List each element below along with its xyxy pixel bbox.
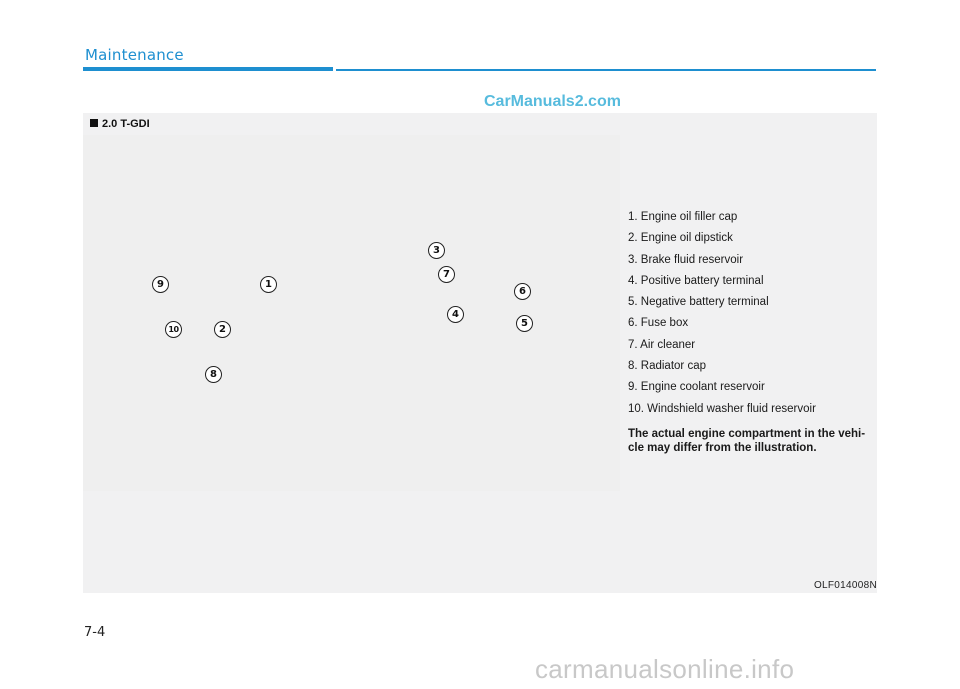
figure-label: 2.0 T-GDI: [90, 118, 150, 130]
legend-item: 5. Negative battery terminal: [628, 296, 769, 309]
bullet-square-icon: [90, 119, 98, 127]
legend-item: 4. Positive battery terminal: [628, 274, 764, 287]
callout-2: 2: [214, 321, 231, 338]
legend-item: 8. Radiator cap: [628, 360, 706, 373]
callout-5: 5: [516, 315, 533, 332]
legend-item: 9. Engine coolant reservoir: [628, 381, 765, 394]
legend-item: 7. Air cleaner: [628, 338, 696, 351]
legend-note: The actual engine compartment in the veh…: [628, 427, 866, 454]
callout-7: 7: [438, 266, 455, 283]
callout-8: 8: [205, 366, 222, 383]
callout-10: 10: [165, 321, 182, 338]
engine-illustration: 1 2 3 4 5 6 7 8 9 10: [83, 135, 620, 491]
figure-code: OLF014008N: [813, 580, 877, 591]
watermark-bottom: carmanualsonline.info: [535, 654, 795, 684]
watermark-top: CarManuals2.com: [484, 93, 621, 110]
section-title: Maintenance: [85, 46, 184, 64]
figure-label-text: 2.0 T-GDI: [102, 118, 150, 130]
page-number: 7-4: [84, 625, 106, 640]
legend-item: 10. Windshield washer fluid reservoir: [628, 402, 816, 415]
legend: 1. Engine oil filler cap 2. Engine oil d…: [628, 210, 878, 455]
callout-4: 4: [447, 306, 464, 323]
callout-1: 1: [260, 276, 277, 293]
callout-3: 3: [428, 242, 445, 259]
callout-6: 6: [514, 283, 531, 300]
callout-9: 9: [152, 276, 169, 293]
legend-item: 3. Brake fluid reservoir: [628, 253, 744, 266]
figure-box: 2.0 T-GDI 1 2 3 4 5 6 7 8 9 10 1. Engine…: [83, 113, 877, 593]
header-rule-thick: [83, 67, 333, 71]
legend-item: 1. Engine oil filler cap: [628, 211, 738, 223]
legend-item: 6. Fuse box: [628, 317, 689, 330]
header-rule-thin: [336, 69, 876, 71]
legend-item: 2. Engine oil dipstick: [628, 232, 733, 245]
